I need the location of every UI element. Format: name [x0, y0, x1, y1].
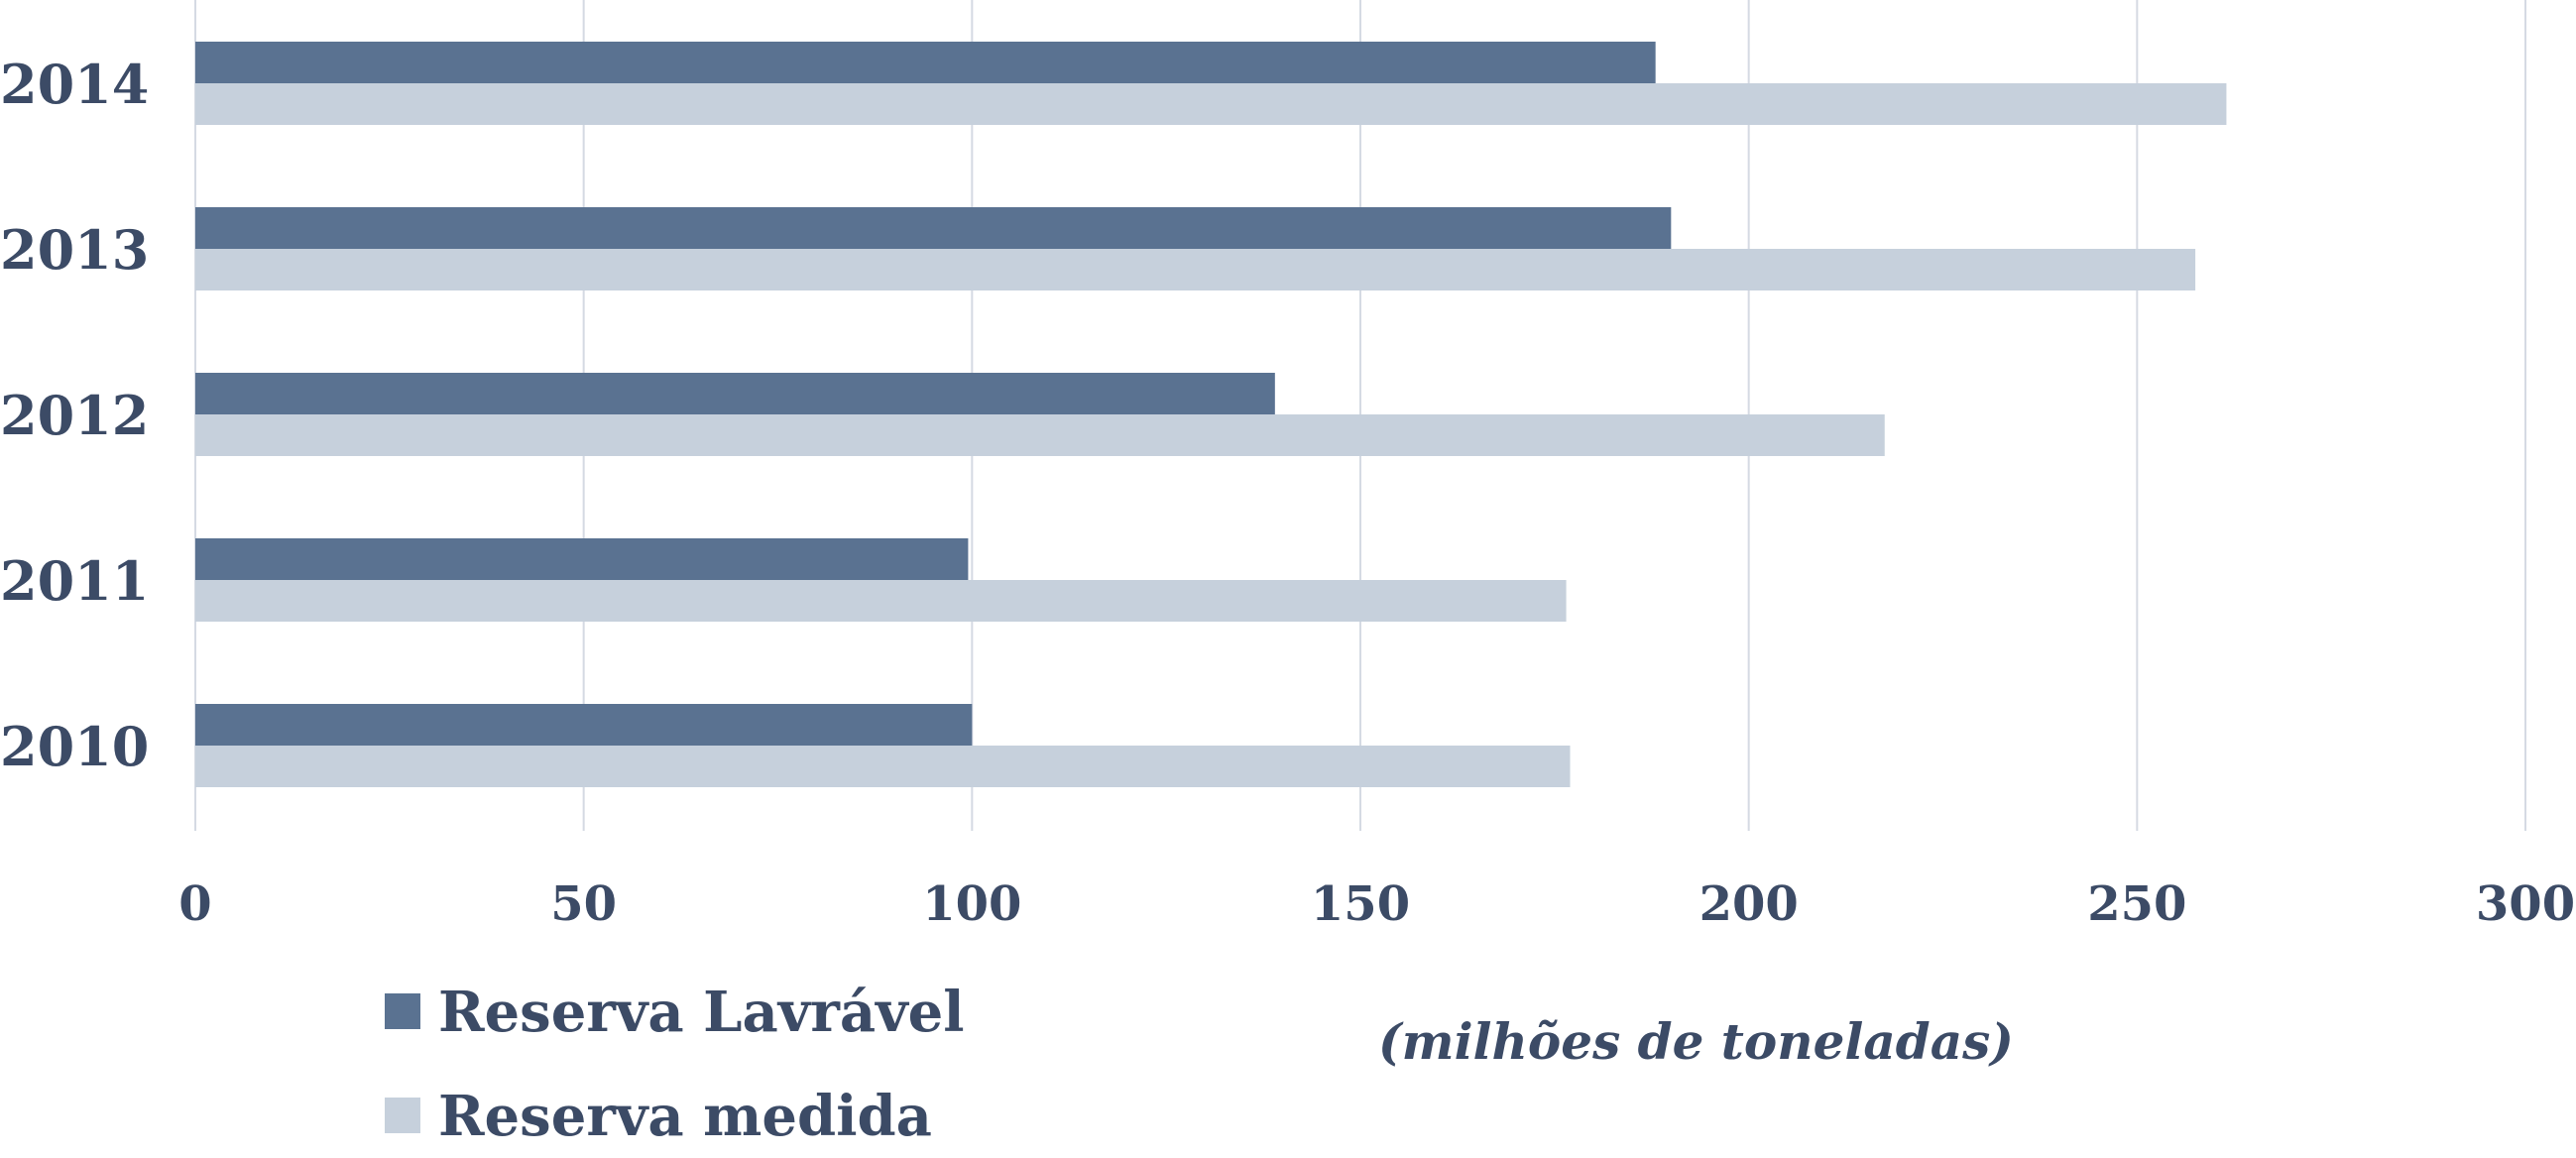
x-tick-labels: 0 50 100 150 200 250 300: [178, 876, 2575, 932]
bar-reserva-medida-2013: [195, 249, 2196, 290]
y-tick-label: 2010: [0, 715, 149, 778]
x-tick-label: 250: [2087, 876, 2186, 932]
x-tick-label: 100: [922, 876, 1021, 932]
bar-reserva-lavravel-2011: [195, 538, 969, 580]
y-tick-label: 2014: [0, 53, 149, 116]
bar-reserva-lavravel-2014: [195, 42, 1656, 83]
bar-reserva-medida-2010: [195, 746, 1571, 787]
y-tick-label: 2011: [0, 549, 149, 613]
x-tick-label: 200: [1699, 876, 1799, 932]
bar-reserva-lavravel-2012: [195, 373, 1275, 414]
legend-label: Reserva medida: [438, 1084, 932, 1149]
legend-label: Reserva Lavrável: [438, 980, 965, 1045]
x-tick-label: 150: [1311, 876, 1410, 932]
bars: [195, 42, 2227, 787]
x-tick-label: 0: [178, 876, 211, 932]
x-axis-label: (milhões de toneladas): [1378, 1012, 2014, 1071]
bar-reserva-medida-2011: [195, 580, 1567, 622]
bar-reserva-medida-2014: [195, 83, 2227, 125]
bar-reserva-lavravel-2010: [195, 704, 973, 746]
y-tick-label: 2012: [0, 384, 149, 447]
y-tick-labels: 2014 2013 2012 2011 2010: [0, 53, 149, 778]
x-tick-label: 50: [550, 876, 617, 932]
x-tick-label: 300: [2476, 876, 2575, 932]
legend-swatch: [385, 1098, 420, 1133]
bar-reserva-lavravel-2013: [195, 207, 1672, 249]
legend-swatch: [385, 993, 420, 1029]
y-tick-label: 2013: [0, 218, 149, 282]
bar-reserva-medida-2012: [195, 414, 1885, 456]
legend: Reserva Lavrável Reserva medida: [385, 980, 965, 1149]
